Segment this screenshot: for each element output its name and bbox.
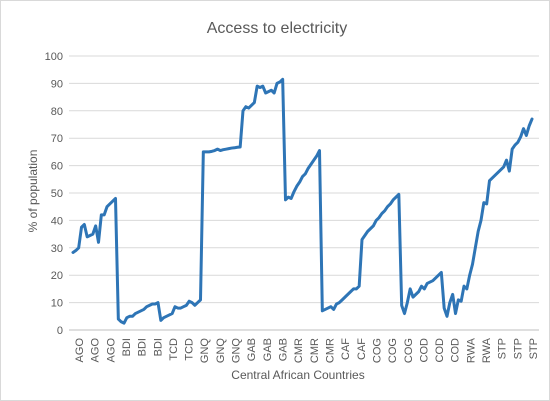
x-tick-label: GAB — [246, 338, 258, 361]
x-tick-label: CMR — [309, 338, 321, 363]
y-tick-label: 80 — [51, 106, 63, 118]
chart-title: Access to electricity — [207, 20, 347, 37]
x-tick-label: COG — [371, 338, 383, 363]
x-tick-label: CMR — [293, 338, 305, 363]
x-tick-label: COD — [418, 338, 430, 363]
x-tick-label: CMR — [324, 338, 336, 363]
x-tick-label: RWA — [465, 337, 477, 363]
y-tick-label: 40 — [51, 215, 63, 227]
y-axis-label: % of population — [26, 150, 40, 233]
x-tick-label: GNQ — [215, 338, 227, 364]
x-tick-label: COG — [403, 338, 415, 363]
y-tick-label: 100 — [45, 51, 63, 63]
x-tick-label: BDI — [137, 338, 149, 356]
x-tick-label: STP — [512, 338, 524, 359]
x-tick-label: AGO — [90, 338, 102, 363]
x-tick-label: AGO — [74, 338, 86, 363]
x-tick-label: CAF — [340, 338, 352, 360]
x-tick-label: GAB — [262, 338, 274, 361]
x-tick-label: BDI — [152, 338, 164, 356]
x-tick-label: CAF — [356, 338, 368, 360]
x-tick-label: STP — [528, 338, 540, 359]
y-tick-label: 70 — [51, 133, 63, 145]
y-tick-label: 20 — [51, 270, 63, 282]
x-axis-ticks: AGO AGO AGO BDI BDI BDI TCD TCD GNQ GNQ GNQ GAB GAB G… — [74, 337, 540, 363]
y-tick-label: 90 — [51, 78, 63, 90]
x-tick-label: BDI — [121, 338, 133, 356]
x-tick-label: GAB — [278, 338, 290, 361]
x-tick-label: COG — [387, 338, 399, 363]
x-tick-label: COD — [450, 338, 462, 363]
x-tick-label: TCD — [168, 338, 180, 361]
y-tick-label: 60 — [51, 161, 63, 173]
series-line — [71, 77, 534, 325]
x-tick-label: TCD — [184, 338, 196, 361]
x-tick-label: RWA — [481, 337, 493, 363]
y-tick-label: 30 — [51, 243, 63, 255]
y-tick-label: 0 — [57, 325, 63, 337]
y-tick-label: 50 — [51, 188, 63, 200]
gridlines — [69, 55, 539, 304]
y-axis-ticks: 0 10 20 30 40 50 60 70 80 90 100 — [45, 51, 63, 337]
x-tick-label: GNQ — [199, 338, 211, 364]
y-tick-label: 10 — [51, 298, 63, 310]
x-tick-label: AGO — [105, 338, 117, 363]
x-tick-label: COD — [434, 338, 446, 363]
x-tick-label: STP — [497, 338, 509, 359]
x-axis-label: Central African Countries — [231, 368, 364, 382]
x-tick-label: GNQ — [231, 338, 243, 364]
